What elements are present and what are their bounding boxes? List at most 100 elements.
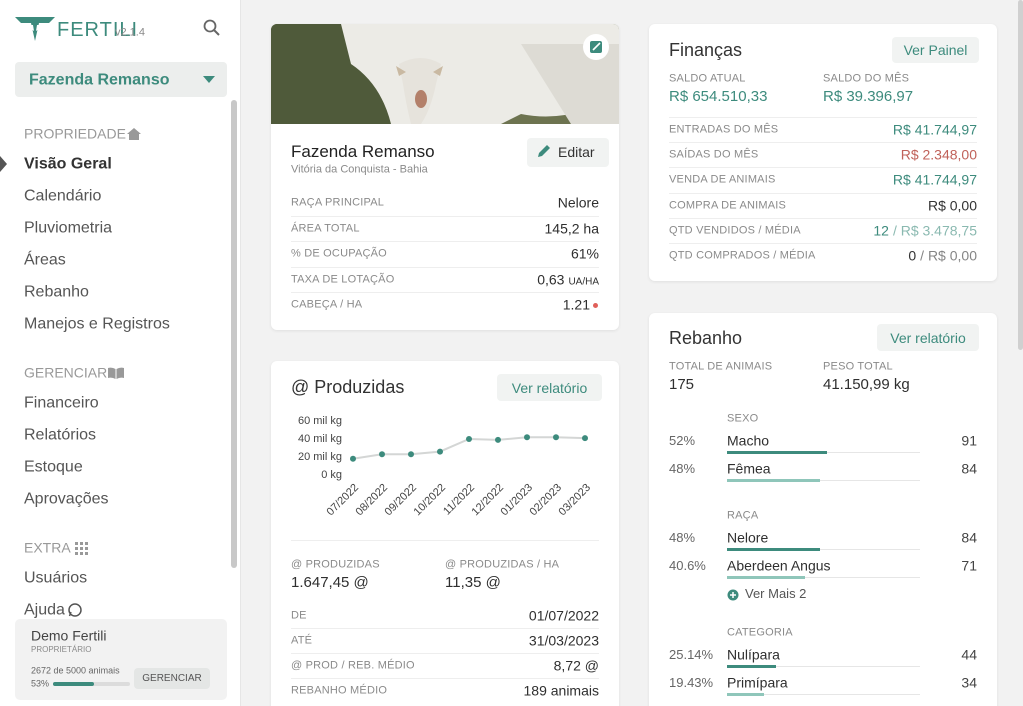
report-button[interactable]: Ver relatório [877,324,979,351]
share-track [727,665,920,667]
nav-item[interactable]: Financeiro [24,394,99,412]
share-bar [727,665,776,668]
row-value: Nelore [557,194,599,211]
nav-item[interactable]: Estoque [24,458,83,476]
separator [669,142,977,144]
summary-value: 41.150,99 kg [823,376,910,393]
share-track [727,479,920,481]
row-value: 145,2 ha [544,219,600,236]
share-percent: 48% [669,461,696,477]
nav-item[interactable]: Rebanho [24,283,89,301]
share-bar [727,693,765,696]
nav-item[interactable]: Usuários [24,569,88,587]
group-item-count: 84 [961,529,977,546]
farm-title: Fazenda Remanso [291,141,435,161]
group-item-count: 44 [961,646,977,663]
manage-button[interactable]: GERENCIAR [134,668,210,689]
row-value: R$ 0,00 [927,197,977,213]
separator [669,117,977,118]
row-value-group: R$ 2.348,00 [901,146,977,165]
share-track [727,576,920,578]
row-label: QTD COMPRADOS / MÉDIA [669,249,816,262]
separator [291,215,599,217]
row-value-group: 12/ R$ 3.478,75 [873,221,977,240]
nav-section-title: PROPRIEDADE [24,125,126,142]
page-scrollbar[interactable] [1018,0,1023,350]
search-icon[interactable] [203,19,221,37]
summary-label: SALDO ATUAL [669,72,746,85]
row-value: 01/07/2022 [528,607,599,624]
card-title: @ Produzidas [291,377,405,398]
nav-item[interactable]: Visão Geral [24,155,112,173]
row-label: ENTRADAS DO MÊS [669,123,779,136]
book-icon [108,367,124,379]
herd-card [649,313,997,706]
brand-name: FERTILI [57,19,139,41]
nav-item[interactable]: Manejos e Registros [24,315,170,333]
share-percent: 48% [669,530,696,546]
nav-item[interactable]: Pluviometria [24,219,113,237]
summary-value: 175 [669,376,695,393]
group-title: SEXO [727,412,759,425]
farm-selector[interactable] [15,62,227,97]
row-value: R$ 41.744,97 [892,171,977,188]
row-value: 1.21 [562,296,590,313]
row-value-group: 0,63 UA/HA [537,270,599,289]
share-track [727,548,920,550]
summary-label: PESO TOTAL [823,360,893,373]
farm-name[interactable]: Fazenda Remanso [29,71,170,89]
report-button[interactable]: Ver relatório [497,374,602,401]
separator [291,540,599,541]
see-more-link[interactable]: Ver Mais 2 [745,586,807,602]
photo-edit-icon[interactable] [582,33,610,61]
plus-circle-icon [727,589,739,601]
usage-bar [53,682,94,686]
share-percent: 25.14% [669,647,714,663]
separator [291,678,599,679]
share-track [727,693,920,695]
group-item-name: Aberdeen Angus [727,557,831,574]
row-label: @ PROD / REB. MÉDIO [291,659,415,672]
group-item-name: Primípara [727,674,788,691]
group-item-name: Nelore [727,529,769,546]
row-label: VENDA DE ANIMAIS [669,173,776,186]
row-label: RAÇA PRINCIPAL [291,196,385,209]
row-average: / R$ 0,00 [920,247,977,264]
group-item-count: 71 [961,557,977,574]
nav-item[interactable]: Ajuda [24,601,65,619]
farm-photo [271,24,619,124]
usage-percent: 53% [31,678,50,689]
nav-section-title: EXTRA [24,539,71,556]
row-label: DE [291,609,307,622]
summary-value: R$ 39.396,97 [823,88,914,105]
nav-section-title: GERENCIAR [24,364,108,381]
nav-item[interactable]: Calendário [24,187,102,205]
pencil-icon [538,145,550,157]
share-percent: 40.6% [669,558,706,574]
group-item-count: 91 [961,432,977,449]
sidebar-scrollbar[interactable] [231,100,237,568]
card-title: Finanças [669,40,743,61]
home-icon [127,128,141,140]
stat-label: @ PRODUZIDAS / HA [445,558,560,571]
row-label: ATÉ [291,634,313,647]
finance-card [649,24,997,281]
nav-item[interactable]: Relatórios [24,426,97,444]
group-title: RAÇA [727,509,759,522]
share-percent: 19.43% [669,675,714,691]
logo-icon [15,17,55,41]
row-label: COMPRA DE ANIMAIS [669,199,787,211]
sidebar [0,0,241,706]
row-label: TAXA DE LOTAÇÃO [291,272,395,285]
row-value-group: R$ 0,00 [928,196,977,215]
user-role: PROPRIETÁRIO [31,645,92,655]
panel-button[interactable]: Ver Painel [892,37,979,63]
row-label: % DE OCUPAÇÃO [291,247,387,260]
whatsapp-icon [68,603,82,617]
stat-label: @ PRODUZIDAS [291,558,380,571]
nav-item[interactable]: Aprovações [24,490,109,508]
nav-item[interactable]: Áreas [24,251,66,269]
summary-label: TOTAL DE ANIMAIS [669,360,773,373]
group-title: CATEGORIA [727,626,793,639]
